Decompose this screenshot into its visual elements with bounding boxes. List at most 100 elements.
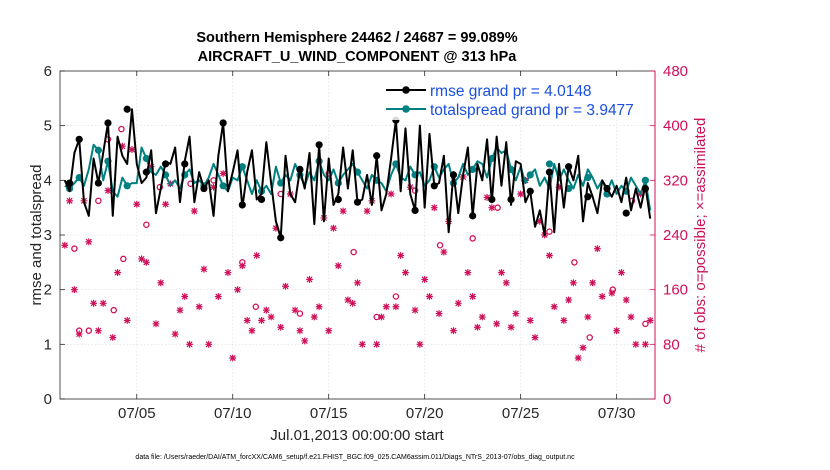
obs-assimilated-marker [363, 207, 371, 215]
rmse-point [142, 168, 150, 176]
obs-assimilated-marker [469, 293, 477, 300]
obs-assimilated-marker [277, 323, 285, 331]
obs-assimilated-marker [195, 303, 203, 311]
obs-assimilated-marker [373, 340, 381, 348]
obs-assimilated-marker [262, 306, 270, 314]
totalspread-point [123, 182, 131, 190]
rmse-point [257, 195, 266, 204]
rmse-point [200, 184, 208, 193]
obs-assimilated-marker [229, 354, 237, 362]
obs-assimilated-marker [454, 299, 462, 307]
y-axis-label-left: rmse and totalspread [28, 165, 45, 306]
obs-assimilated-marker [214, 293, 222, 300]
y-right-tick-label: 0 [663, 391, 671, 408]
rmse-point [545, 168, 554, 176]
obs-assimilated-marker [296, 327, 304, 335]
obs-assimilated-marker [435, 310, 443, 317]
y-left-tick-label: 1 [44, 336, 52, 353]
rmse-point [584, 193, 592, 201]
obs-assimilated-marker [243, 317, 251, 324]
obs-assimilated-marker [267, 313, 275, 321]
obs-assimilated-marker [426, 293, 433, 300]
obs-assimilated-marker [219, 170, 227, 177]
obs-assimilated-marker [253, 252, 261, 259]
obs-assimilated-marker [142, 258, 150, 266]
obs-assimilated-marker [450, 327, 457, 335]
obs-assimilated-marker [339, 207, 347, 215]
legend-spread-label: totalspread grand pr = 3.9477 [430, 102, 634, 119]
obs-assimilated-marker [61, 241, 69, 249]
obs-assimilated-marker [632, 340, 640, 348]
obs-assimilated-marker [272, 224, 280, 232]
y-right-tick-label: 320 [663, 172, 688, 189]
obs-assimilated-marker [440, 248, 448, 256]
totalspread-point [219, 182, 227, 190]
obs-possible-marker [350, 248, 357, 256]
obs-assimilated-marker [411, 306, 419, 314]
obs-possible-marker [296, 310, 304, 317]
obs-assimilated-marker [138, 255, 145, 263]
obs-assimilated-marker [152, 320, 160, 328]
obs-assimilated-marker [344, 296, 352, 304]
obs-assimilated-marker [560, 317, 568, 324]
obs-assimilated-marker [565, 296, 573, 304]
obs-assimilated-marker [310, 313, 318, 321]
y-right-tick-label: 240 [663, 227, 688, 244]
obs-assimilated-marker [574, 354, 582, 362]
obs-assimilated-marker [397, 252, 405, 259]
obs-possible-marker [469, 235, 476, 242]
rmse-point [277, 234, 285, 242]
x-tick-label: 07/15 [310, 405, 348, 422]
rmse-point [411, 206, 419, 214]
obs-assimilated-marker [493, 320, 501, 328]
obs-assimilated-marker [421, 276, 429, 283]
y-left-tick-label: 2 [44, 282, 52, 299]
obs-assimilated-marker [200, 265, 208, 273]
obs-assimilated-marker [162, 200, 169, 208]
rmse-point [161, 160, 170, 168]
obs-assimilated-marker [402, 269, 409, 276]
series-lines [63, 105, 652, 242]
rmse-point [430, 182, 438, 190]
rmse-point [123, 105, 131, 113]
obs-possible-marker [436, 241, 444, 249]
obs-assimilated-marker [128, 146, 136, 153]
rmse-point [219, 119, 227, 127]
obs-assimilated-marker [378, 313, 385, 321]
x-tick-label: 07/30 [598, 405, 636, 422]
obs-assimilated-marker [474, 323, 481, 331]
obs-possible-marker [120, 255, 127, 263]
obs-assimilated-marker [315, 303, 323, 311]
y-right-tick-label: 480 [663, 63, 688, 80]
obs-assimilated-marker [387, 190, 395, 198]
obs-assimilated-marker [147, 163, 155, 171]
y-left-tick-label: 0 [44, 391, 52, 408]
totalspread-point [488, 154, 496, 163]
obs-assimilated-marker [176, 306, 184, 314]
obs-assimilated-marker [66, 197, 73, 205]
obs-possible-marker [110, 306, 117, 314]
obs-assimilated-marker [608, 289, 616, 297]
legend: rmse grand pr = 4.0148 totalspread grand… [380, 78, 652, 120]
rmse-point [296, 165, 304, 173]
obs-assimilated-marker [642, 340, 649, 348]
obs-count-markers [61, 125, 654, 362]
obs-possible-marker [586, 334, 593, 341]
rmse-point [641, 184, 650, 193]
obs-possible-marker [85, 327, 93, 334]
obs-assimilated-marker [90, 299, 97, 307]
obs-possible-marker [118, 125, 125, 133]
obs-assimilated-marker [627, 313, 635, 321]
obs-assimilated-marker [114, 269, 121, 276]
obs-assimilated-marker [123, 317, 131, 324]
rmse-point [334, 195, 342, 204]
obs-assimilated-marker [330, 224, 337, 232]
obs-assimilated-marker [354, 279, 361, 287]
rmse-point [622, 209, 630, 217]
legend-rmse-marker [402, 86, 410, 94]
chart-title-line2: AIRCRAFT_U_WIND_COMPONENT @ 313 hPa [198, 49, 518, 65]
obs-assimilated-marker [99, 299, 107, 307]
rmse-point [353, 198, 362, 206]
rmse-point [449, 171, 458, 179]
y-right-tick-label: 400 [663, 118, 688, 135]
